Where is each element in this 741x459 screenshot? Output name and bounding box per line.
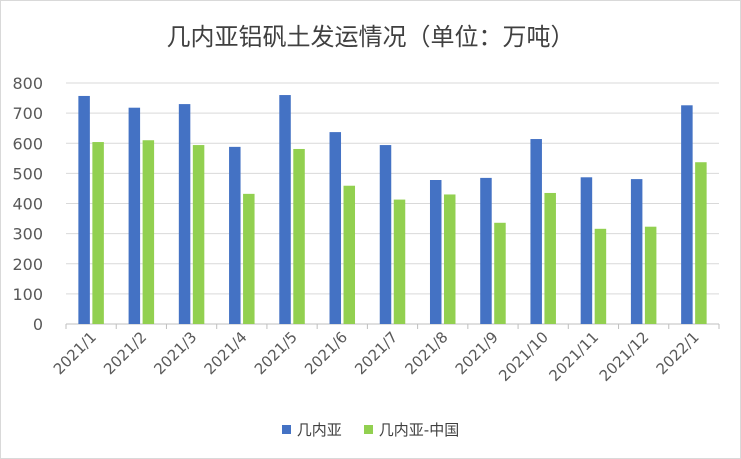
bar-guinea-china [443,194,456,324]
x-tick-label: 2021/7 [351,328,401,378]
bar-guinea-china [494,222,506,324]
bar-guinea [178,104,191,325]
bar-guinea-china [142,140,155,324]
x-tick-label: 2021/6 [301,328,351,378]
bar-guinea [229,146,241,324]
legend: 几内亚 几内亚-中国 [1,419,740,440]
legend-item-guinea-china: 几内亚-中国 [363,419,460,440]
legend-swatch-guinea [281,425,291,434]
chart-title: 几内亚铝矾土发运情况（单位：万吨） [166,23,575,51]
bar-guinea-china [594,228,607,324]
bar-guinea [128,107,141,324]
bar-guinea [329,132,342,324]
bar-guinea [429,180,442,324]
y-tick-label: 400 [12,195,43,214]
x-tick-label: 2021/11 [545,328,602,385]
legend-swatch-guinea-china [363,425,373,434]
y-tick-label: 200 [12,255,43,274]
x-tick-label: 2021/4 [201,328,251,378]
bar-guinea-china [544,192,556,324]
x-tick-label: 2021/2 [100,328,150,378]
bar-guinea-china [243,193,255,324]
x-tick-label: 2021/5 [251,328,301,378]
bar-guinea-china [92,142,104,324]
y-tick-label: 800 [12,74,43,93]
y-tick-label: 500 [12,164,43,183]
x-tick-label: 2021/10 [495,328,552,385]
bar-guinea-china [644,226,657,324]
bar-guinea [279,95,291,324]
x-tick-label: 2021/12 [596,328,653,385]
x-tick-label: 2021/3 [150,328,200,378]
legend-item-guinea: 几内亚 [281,419,342,440]
x-tick-label: 2021/9 [452,328,502,378]
bar-guinea [580,177,593,324]
bar-guinea-china [293,148,305,324]
x-tick-label: 2021/1 [50,328,100,378]
bar-guinea [681,105,693,324]
y-tick-label: 300 [12,225,43,244]
y-tick-label: 100 [12,285,43,304]
bar-guinea-china [393,199,406,324]
y-tick-label: 0 [33,315,43,334]
y-tick-label: 600 [12,134,43,153]
x-tick-label: 2021/8 [402,328,452,378]
x-tick-label: 2022/1 [653,328,703,378]
bar-guinea [630,179,643,324]
bar-guinea [379,145,392,324]
bar-guinea [530,139,542,324]
bar-guinea-china [343,185,356,324]
bar-guinea-china [695,162,707,324]
legend-label-guinea-china: 几内亚-中国 [378,421,460,439]
legend-label-guinea: 几内亚 [296,421,342,439]
bar-guinea [78,95,90,324]
bar-guinea-china [192,145,205,324]
bar-guinea [480,177,492,324]
y-tick-label: 700 [12,104,43,123]
